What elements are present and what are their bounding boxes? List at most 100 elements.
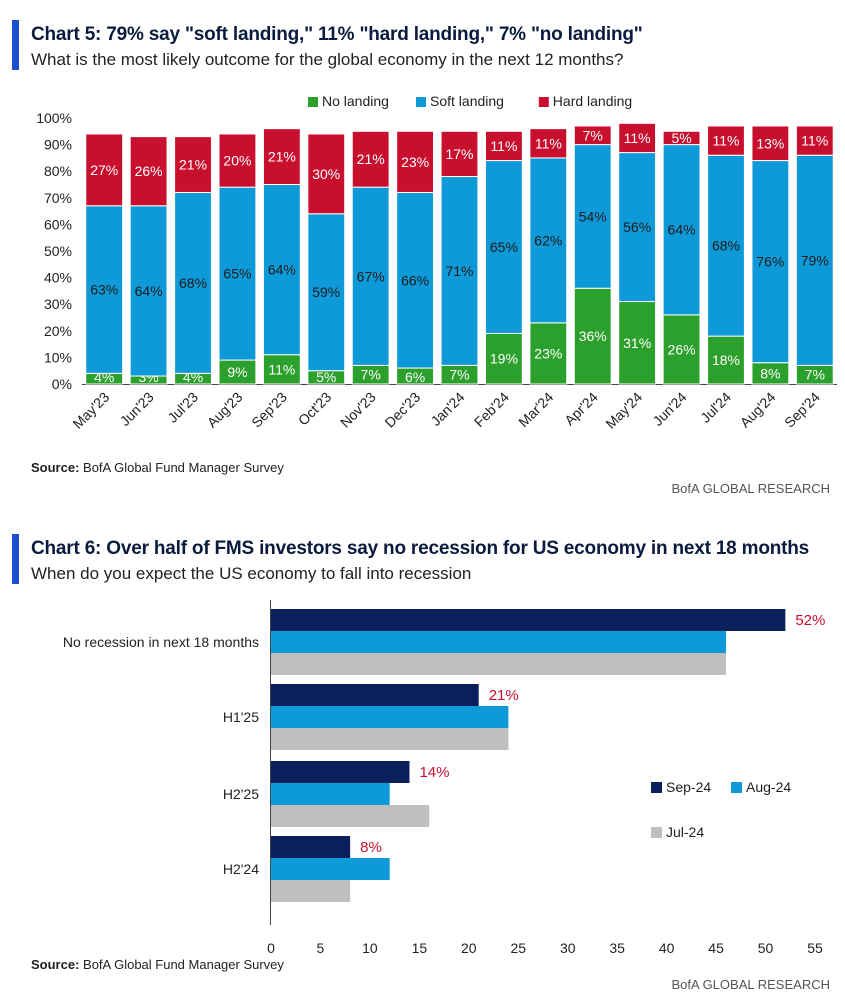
bar-segment-hard-landing <box>573 125 612 146</box>
data-label: 71% <box>445 263 473 279</box>
y-tick-label: 20% <box>44 323 72 339</box>
legend-label-sep-24: Sep-24 <box>666 779 711 795</box>
legend-swatch-jul-24 <box>651 827 662 838</box>
x-tick-label: Jun'23 <box>117 389 157 429</box>
data-label: 21% <box>268 149 296 165</box>
bar-segment-soft-landing <box>707 154 745 337</box>
bar-segment-hard-landing <box>440 130 479 178</box>
data-label: 65% <box>490 239 518 255</box>
x-tick-label: Jul'24 <box>697 389 734 426</box>
x-tick-label: Sep'23 <box>248 389 290 431</box>
x-tick-label: 10 <box>362 940 378 955</box>
x-tick-label: Dec'23 <box>381 389 423 431</box>
data-label: 21% <box>357 151 385 167</box>
bar-segment-soft-landing <box>307 213 346 372</box>
bar-segment-no-landing <box>529 322 568 385</box>
bar-segment-soft-landing <box>218 186 257 361</box>
category-label: No recession in next 18 months <box>63 634 259 650</box>
data-label: 68% <box>712 238 740 254</box>
data-label: 17% <box>445 146 473 162</box>
bar-segment-no-landing <box>573 287 612 385</box>
data-label: 11% <box>801 133 828 149</box>
bar-segment-hard-landing <box>707 125 745 156</box>
chart6-title: Chart 6: Over half of FMS investors say … <box>31 538 810 559</box>
callout-label: 14% <box>419 764 449 781</box>
bar-segment-soft-landing <box>174 191 212 374</box>
data-label: 31% <box>623 335 651 351</box>
x-tick-label: Apr'24 <box>561 389 601 429</box>
legend-swatch-sep-24 <box>651 782 662 793</box>
data-label: 64% <box>135 283 163 299</box>
bar-segment-hard-landing <box>751 125 790 162</box>
x-tick-label: 50 <box>758 940 774 955</box>
x-tick-label: 20 <box>461 940 477 955</box>
data-label: 59% <box>312 284 340 300</box>
callout-label: 8% <box>360 839 382 856</box>
data-label: 27% <box>90 162 118 178</box>
data-label: 30% <box>312 166 340 182</box>
data-label: 11% <box>490 138 517 154</box>
x-tick-label: Sep'24 <box>781 389 823 431</box>
y-tick-label: 30% <box>44 296 72 312</box>
data-label: 5% <box>671 130 691 146</box>
title-accent-bar <box>12 534 19 584</box>
data-label: 23% <box>534 345 562 361</box>
y-tick-label: 80% <box>44 163 72 179</box>
data-label: 11% <box>624 130 651 146</box>
bar-segment-hard-landing <box>795 125 834 156</box>
data-label: 5% <box>316 369 336 385</box>
bar-segment-soft-landing <box>351 186 390 366</box>
bar-segment-soft-landing <box>662 144 701 316</box>
bar-aug-24 <box>271 783 390 805</box>
bar-segment-hard-landing <box>129 136 168 207</box>
x-tick-label: Jan'24 <box>427 389 467 429</box>
bar-segment-hard-landing <box>85 133 124 207</box>
chart5-source: Source: BofA Global Fund Manager Survey <box>31 460 284 475</box>
data-label: 65% <box>223 266 251 282</box>
bar-segment-hard-landing <box>351 130 390 188</box>
bar-segment-hard-landing <box>484 130 523 162</box>
source-text: BofA Global Fund Manager Survey <box>79 460 284 475</box>
data-label: 13% <box>756 135 784 151</box>
data-label: 62% <box>534 232 562 248</box>
bar-aug-24 <box>271 706 509 728</box>
x-tick-label: 40 <box>659 940 675 955</box>
chart6-plot: 52% No recession in next 18 months 21% H1'2… <box>63 600 825 955</box>
source-label: Source: <box>31 957 80 972</box>
data-label: 7% <box>361 367 381 383</box>
bar-segment-no-landing <box>618 301 657 385</box>
data-label: 67% <box>357 268 385 284</box>
callout-label: 52% <box>795 612 825 629</box>
x-tick-label: Jul'23 <box>164 389 201 426</box>
x-tick-label: Feb'24 <box>471 389 512 430</box>
legend-label-aug-24: Aug-24 <box>746 779 791 795</box>
bar-sep-24 <box>271 609 786 631</box>
bar-segment-hard-landing <box>218 133 257 188</box>
chart5-panel: Chart 5: 79% say "soft landing," 11% "ha… <box>0 0 845 500</box>
y-tick-label: 10% <box>44 349 72 365</box>
bar-sep-24 <box>271 836 351 858</box>
legend-swatch-hard-landing <box>538 97 549 107</box>
x-tick-label: 30 <box>560 940 576 955</box>
data-label: 11% <box>712 133 739 149</box>
bar-segment-no-landing <box>707 335 745 385</box>
chart6-source: Source: BofA Global Fund Manager Survey <box>31 957 284 972</box>
bar-segment-soft-landing <box>85 205 124 374</box>
chart5-brand: BofA GLOBAL RESEARCH <box>671 481 830 496</box>
data-label: 64% <box>668 222 696 238</box>
category-label: H2'24 <box>223 861 259 877</box>
data-label: 6% <box>405 369 425 385</box>
data-label: 20% <box>223 153 251 169</box>
bar-segment-soft-landing <box>618 152 657 303</box>
bar-segment-hard-landing <box>618 122 657 154</box>
x-tick-label: 55 <box>807 940 823 955</box>
category-label: H2'25 <box>223 786 259 802</box>
data-label: 76% <box>756 254 784 270</box>
data-label: 8% <box>760 365 780 381</box>
x-tick-label: Aug'23 <box>204 389 246 431</box>
data-label: 63% <box>90 282 118 298</box>
source-text: BofA Global Fund Manager Survey <box>79 957 284 972</box>
data-label: 11% <box>268 361 295 377</box>
bar-segment-soft-landing <box>529 157 568 324</box>
data-label: 7% <box>449 367 469 383</box>
